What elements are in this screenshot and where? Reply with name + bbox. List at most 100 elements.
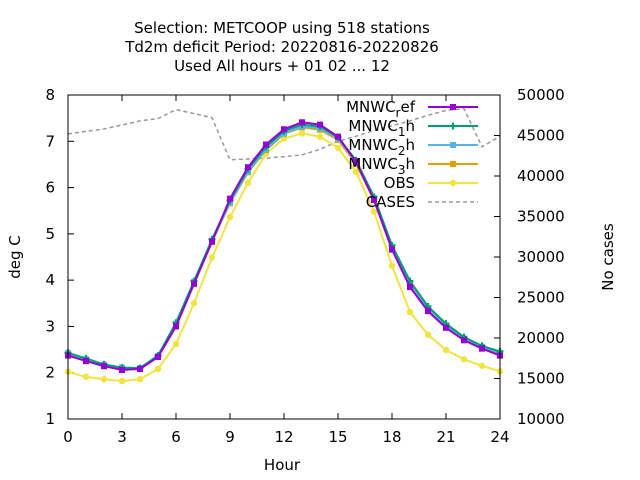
data-point xyxy=(443,324,449,331)
data-point xyxy=(119,366,125,373)
data-point xyxy=(388,262,396,269)
x-axis-label: Hour xyxy=(264,456,301,474)
series-mnwc-2h xyxy=(65,123,503,372)
data-point xyxy=(83,358,89,365)
series-line xyxy=(67,121,501,371)
data-point xyxy=(479,345,485,352)
data-point xyxy=(478,362,486,369)
y-tick-label: 4 xyxy=(45,271,55,289)
y2-tick-label: 10000 xyxy=(517,410,565,428)
legend-label: MNWC2h xyxy=(348,136,415,158)
legend-swatch-marker xyxy=(449,122,457,130)
x-tick-label: 21 xyxy=(436,428,455,446)
legend-label-sub: 1 xyxy=(398,125,406,139)
data-point xyxy=(190,300,198,307)
data-point xyxy=(407,284,413,291)
data-point xyxy=(298,130,306,137)
data-point xyxy=(280,135,288,142)
x-tick-label: 0 xyxy=(63,428,73,446)
series-mnwc-1h xyxy=(64,121,504,372)
legend-label-main: MNWC xyxy=(348,136,397,154)
y2-tick-label: 45000 xyxy=(517,127,565,145)
legend-label: OBS xyxy=(384,174,415,192)
data-point xyxy=(227,195,233,202)
plot-frame xyxy=(67,94,501,420)
legend-label-main: MNWC xyxy=(348,117,397,135)
x-tick-label: 3 xyxy=(117,428,127,446)
data-point xyxy=(137,366,143,373)
data-point xyxy=(406,308,414,316)
data-point xyxy=(316,133,324,140)
data-point xyxy=(334,144,342,151)
y2-tick-label: 50000 xyxy=(517,86,565,104)
data-point xyxy=(281,126,287,133)
legend-label: MNWCref xyxy=(346,98,416,120)
data-point xyxy=(101,363,107,370)
title-line-2: Td2m deficit Period: 20220816-20220826 xyxy=(124,38,439,56)
x-tick-label: 12 xyxy=(274,428,293,446)
data-point xyxy=(208,254,216,261)
y-tick-label: 5 xyxy=(45,225,55,243)
y-axis-label: deg C xyxy=(6,235,24,279)
y2-tick-label: 25000 xyxy=(517,289,565,307)
data-point xyxy=(245,164,251,171)
legend-label-tail: ef xyxy=(400,98,415,116)
x-tick-label: 6 xyxy=(171,428,181,446)
y-tick-label: 2 xyxy=(45,364,55,382)
data-point xyxy=(461,337,467,344)
data-point xyxy=(317,121,323,128)
legend-swatch-marker xyxy=(450,161,456,167)
legend-label-sub: 2 xyxy=(398,144,406,158)
data-point xyxy=(172,340,180,348)
title-line-3: Used All hours + 01 02 ... 12 xyxy=(174,57,390,75)
x-axis-ticks: 0 3 6 9 12 15 18 21 24 xyxy=(63,95,510,446)
plot-area xyxy=(64,108,504,385)
series-line xyxy=(67,132,501,383)
legend-label-main: MNWC xyxy=(346,98,395,116)
data-point xyxy=(82,373,90,381)
y-axis-ticks: 1 2 3 4 5 6 7 8 xyxy=(45,86,74,428)
legend-label-tail: h xyxy=(405,117,415,135)
legend-item: MNWC1h xyxy=(348,117,478,139)
cases-line xyxy=(67,108,501,161)
data-point xyxy=(155,353,161,360)
y2-tick-label: 15000 xyxy=(517,370,565,388)
y-tick-label: 6 xyxy=(45,179,55,197)
data-point xyxy=(136,375,144,383)
y-tick-label: 7 xyxy=(45,132,55,150)
legend-label-tail: h xyxy=(405,155,415,173)
data-point xyxy=(118,377,126,385)
series-mnwc-3h xyxy=(65,124,503,372)
data-point xyxy=(460,356,468,363)
data-point xyxy=(154,365,162,373)
data-point xyxy=(335,133,341,140)
x-tick-label: 9 xyxy=(225,428,235,446)
data-point xyxy=(191,280,197,287)
data-point xyxy=(299,119,305,126)
data-point xyxy=(173,323,179,330)
legend-label-sub: r xyxy=(396,106,401,120)
y-tick-label: 1 xyxy=(45,410,55,428)
data-point xyxy=(209,238,215,245)
x-tick-label: 24 xyxy=(490,428,509,446)
y-tick-label: 3 xyxy=(45,317,55,335)
legend-item: CASES xyxy=(366,193,478,211)
title-line-1: Selection: METCOOP using 518 stations xyxy=(134,19,430,37)
y2-axis-label: No cases xyxy=(599,223,617,291)
x-tick-label: 18 xyxy=(382,428,401,446)
data-point xyxy=(424,331,432,338)
legend-label-main: MNWC xyxy=(348,155,397,173)
series-line xyxy=(67,123,501,370)
y2-tick-label: 35000 xyxy=(517,208,565,226)
legend-item: MNWC3h xyxy=(348,155,478,177)
legend-label-sub: 3 xyxy=(398,163,406,177)
data-point xyxy=(370,208,378,215)
data-point xyxy=(442,346,450,354)
y-tick-label: 8 xyxy=(45,86,55,104)
x-tick-label: 15 xyxy=(328,428,347,446)
legend-swatch-marker xyxy=(449,179,457,187)
legend-item: OBS xyxy=(384,174,478,192)
legend-label-main: OBS xyxy=(384,174,415,192)
data-point xyxy=(263,141,269,148)
